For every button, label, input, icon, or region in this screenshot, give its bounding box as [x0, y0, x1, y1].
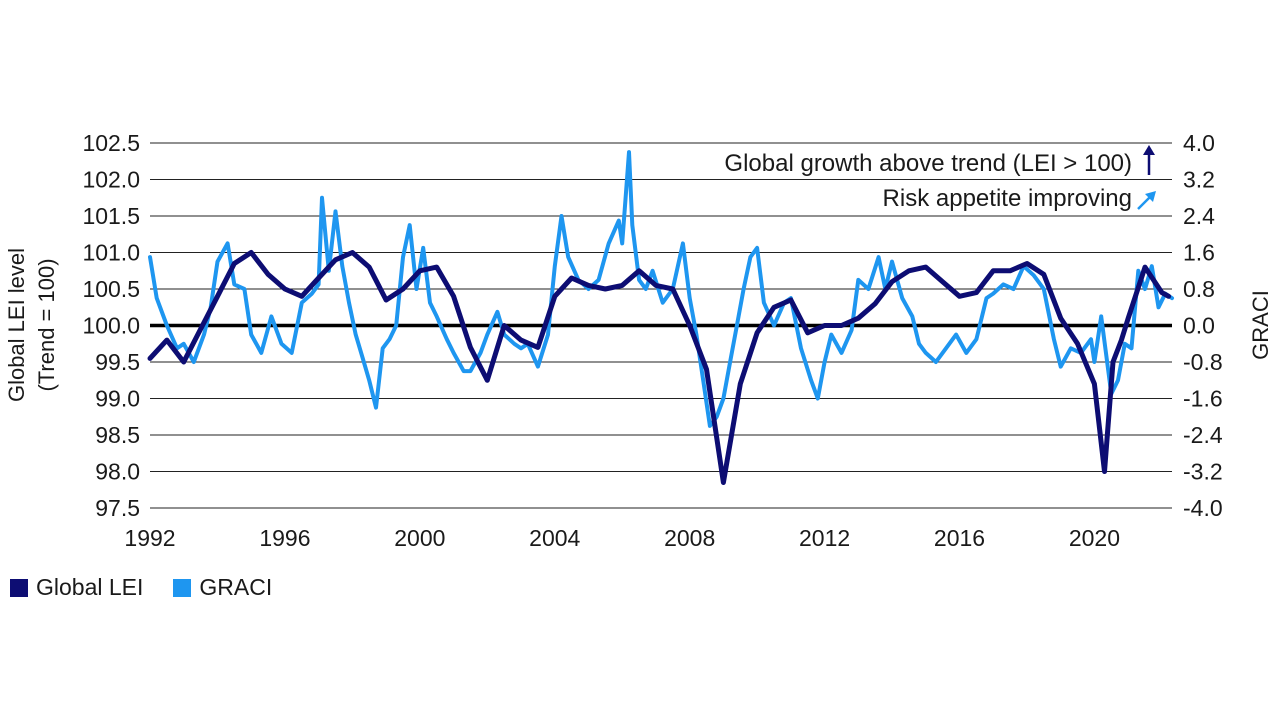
legend: Global LEI GRACI — [10, 574, 302, 601]
y-left-tick-label: 100.0 — [82, 313, 140, 339]
y-right-tick-label: 0.8 — [1183, 276, 1215, 302]
x-tick-label: 2008 — [664, 525, 715, 551]
annotation-growth: Global growth above trend (LEI > 100) — [724, 145, 1155, 177]
annotation-growth-text: Global growth above trend (LEI > 100) — [724, 150, 1132, 177]
y-right-tick-label: 0.0 — [1183, 313, 1215, 339]
right-axis-title: GRACI — [1248, 290, 1273, 360]
x-tick-label: 2016 — [934, 525, 985, 551]
x-tick-label: 2000 — [394, 525, 445, 551]
annotation-risk-text: Risk appetite improving — [883, 185, 1132, 212]
x-tick-label: 2020 — [1069, 525, 1120, 551]
series-line-global-lei — [147, 250, 1172, 485]
y-left-tick-label: 101.5 — [82, 203, 140, 229]
x-tick-label: 1992 — [124, 525, 175, 551]
y-right-tick-label: 4.0 — [1183, 130, 1215, 156]
y-right-tick-label: 2.4 — [1183, 203, 1215, 229]
annotation-risk: Risk appetite improving — [883, 185, 1156, 212]
y-right-tick-label: -1.6 — [1183, 386, 1223, 412]
x-tick-label: 1996 — [259, 525, 310, 551]
legend-swatch-graci — [173, 578, 192, 597]
x-axis-ticks: 1992 1996 2000 2004 2008 2012 2016 2020 — [124, 525, 1120, 551]
left-axis-subtitle: (Trend = 100) — [34, 258, 59, 391]
y-right-tick-label: -3.2 — [1183, 459, 1223, 485]
y-left-tick-label: 98.5 — [95, 422, 140, 448]
legend-swatch-lei — [10, 578, 28, 597]
series-lines — [147, 150, 1174, 485]
left-axis-title: Global LEI level — [4, 248, 29, 402]
y-left-tick-label: 102.0 — [82, 167, 140, 193]
y-right-tick-label: -2.4 — [1183, 422, 1223, 448]
right-axis-ticks: -4.0 -3.2 -2.4 -1.6 -0.8 0.0 0.8 1.6 2.4 3.2 4.0 — [1183, 130, 1223, 521]
arrow-up-icon — [1143, 145, 1155, 175]
legend-item-lei: Global LEI — [10, 574, 143, 601]
y-left-tick-label: 102.5 — [82, 130, 140, 156]
y-right-tick-label: -4.0 — [1183, 495, 1223, 521]
y-right-tick-label: -0.8 — [1183, 349, 1223, 375]
y-left-tick-label: 97.5 — [95, 495, 140, 521]
y-right-tick-label: 3.2 — [1183, 167, 1215, 193]
legend-item-graci: GRACI — [173, 574, 272, 601]
series-line-graci — [148, 150, 1174, 428]
left-axis-ticks: 97.5 98.0 98.5 99.0 99.5 100.0 100.5 101.0 101.5… — [82, 130, 140, 521]
y-right-tick-label: 1.6 — [1183, 240, 1215, 266]
x-tick-label: 2004 — [529, 525, 580, 551]
y-left-tick-label: 98.0 — [95, 459, 140, 485]
legend-label-lei: Global LEI — [36, 574, 144, 600]
arrow-up-right-icon — [1137, 191, 1156, 210]
y-left-tick-label: 100.5 — [82, 276, 140, 302]
y-left-tick-label: 101.0 — [82, 240, 140, 266]
legend-label-graci: GRACI — [199, 574, 273, 600]
y-left-tick-label: 99.5 — [95, 349, 140, 375]
x-tick-label: 2012 — [799, 525, 850, 551]
axes: 1992 1996 2000 2004 2008 2012 2016 2020 97.5 98.… — [82, 130, 1222, 551]
y-left-tick-label: 99.0 — [95, 386, 140, 412]
